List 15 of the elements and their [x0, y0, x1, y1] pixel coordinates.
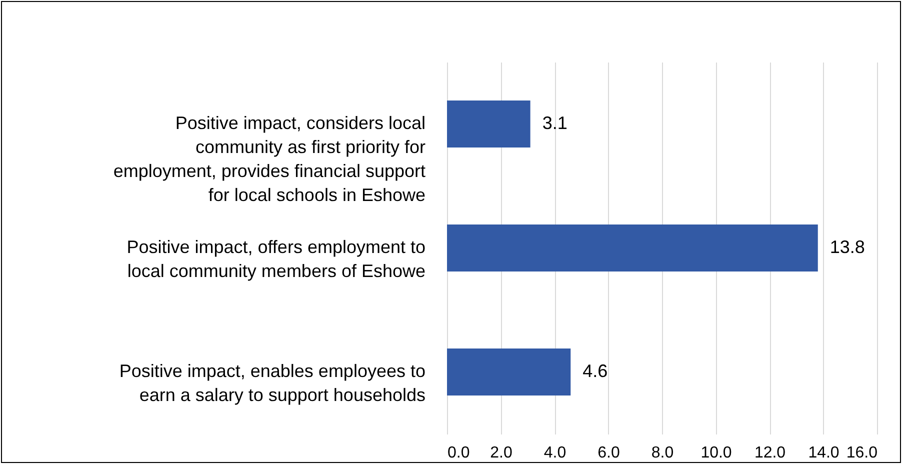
- y-tick-label: Positive impact, offers employment to local community members of Eshowe: [126, 237, 426, 281]
- x-tick-label: 6.0: [598, 444, 620, 462]
- x-tick-label: 12.0: [754, 444, 786, 462]
- x-tick-label: 14.0: [808, 444, 840, 462]
- y-tick-label: Positive impact, considers local community as first priority for employment, provides financial support for local schools in Eshowe: [113, 113, 426, 205]
- data-label: 13.8: [830, 237, 865, 257]
- data-label: 3.1: [542, 113, 568, 133]
- x-tick-label: 0.0: [448, 444, 470, 462]
- y-tick-label: Positive impact, enables employees to earn a salary to support households: [119, 361, 426, 405]
- x-tick-label: 4.0: [544, 444, 566, 462]
- x-tick-label: 8.0: [651, 444, 674, 462]
- data-label: 4.6: [582, 361, 608, 381]
- x-tick-label: 10.0: [700, 444, 732, 462]
- x-tick-label: 2.0: [490, 444, 512, 462]
- x-tick-label: 16.0: [846, 444, 878, 462]
